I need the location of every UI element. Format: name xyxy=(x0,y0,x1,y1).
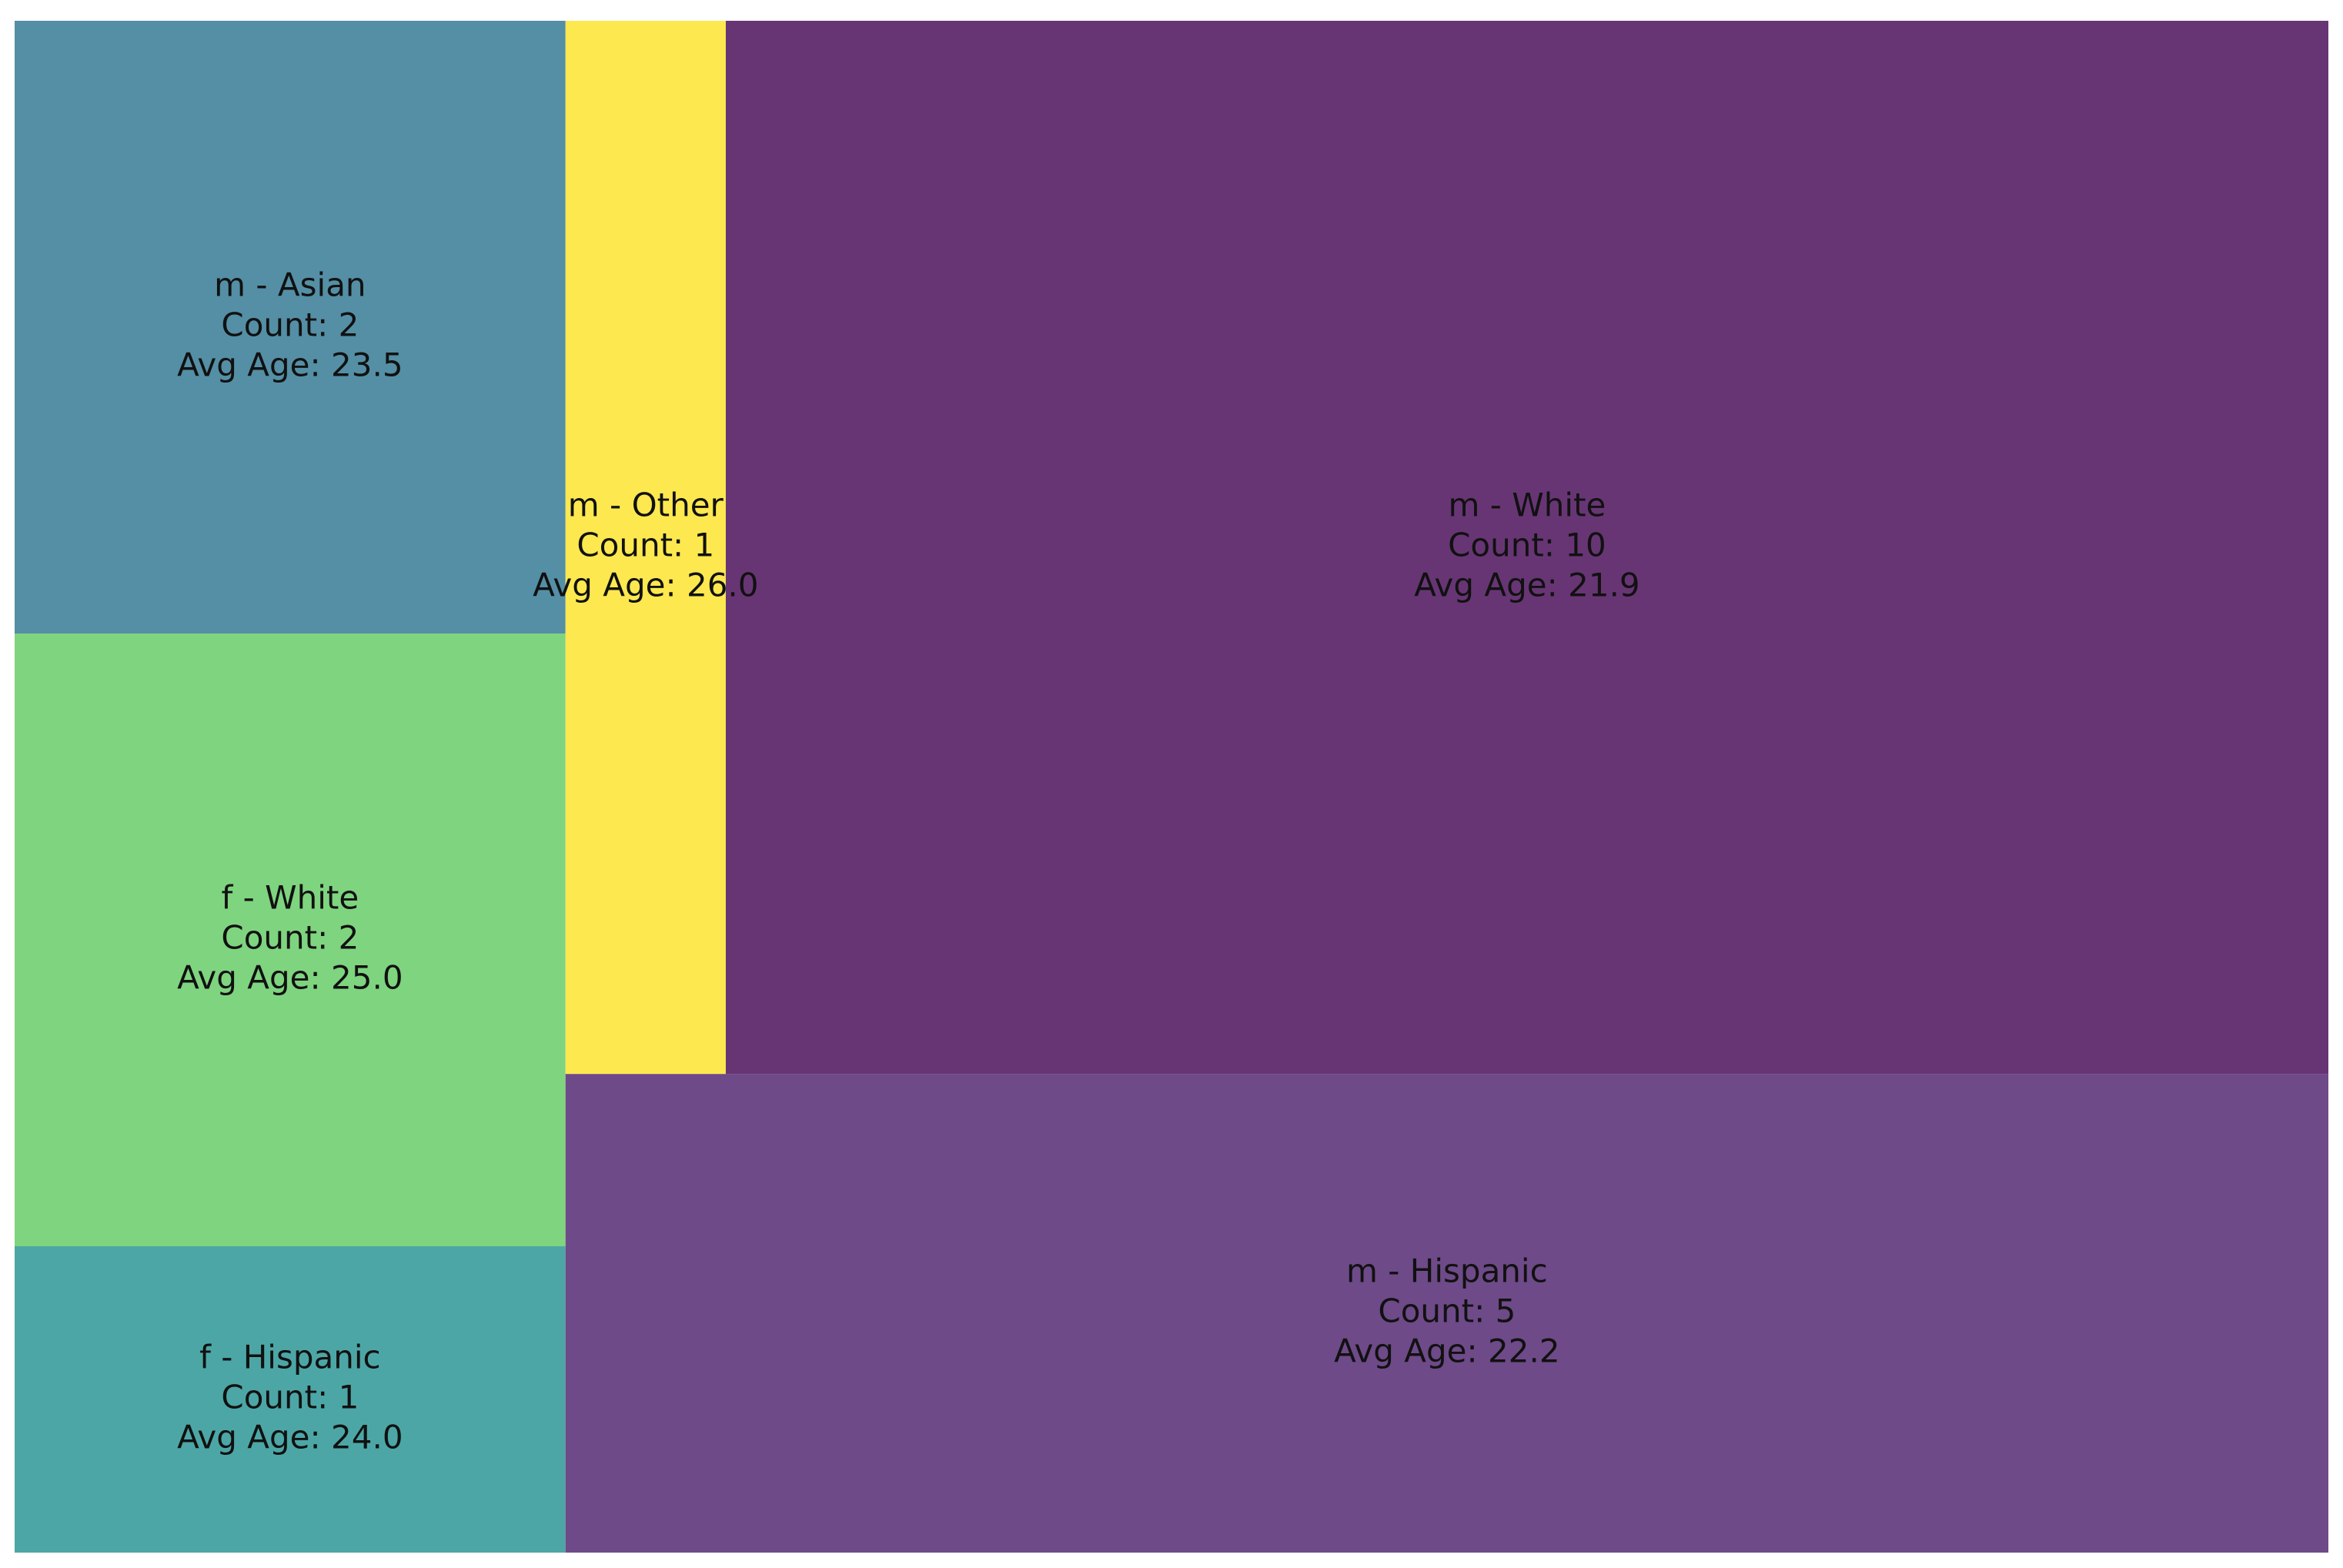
avg-age-label: Avg Age: 22.2 xyxy=(1334,1332,1559,1370)
tile-label: m - Asian xyxy=(214,266,366,304)
treemap-tile xyxy=(725,21,2328,1075)
count-label: Count: 10 xyxy=(1448,527,1606,564)
avg-age-label: Avg Age: 21.9 xyxy=(1414,567,1639,604)
count-label: Count: 5 xyxy=(1378,1292,1516,1330)
avg-age-label: Avg Age: 23.5 xyxy=(177,346,403,384)
count-label: Count: 2 xyxy=(221,919,359,957)
tile-label: m - Hispanic xyxy=(1346,1252,1548,1290)
avg-age-label: Avg Age: 25.0 xyxy=(177,959,403,997)
avg-age-label: Avg Age: 26.0 xyxy=(533,567,758,604)
count-label: Count: 1 xyxy=(221,1379,359,1416)
treemap-tile xyxy=(15,1246,566,1553)
tile-label: f - Hispanic xyxy=(199,1339,381,1376)
count-label: Count: 1 xyxy=(577,527,714,564)
treemap-tile xyxy=(15,21,566,634)
tile-label: m - Other xyxy=(568,486,724,524)
avg-age-label: Avg Age: 24.0 xyxy=(177,1419,403,1456)
treemap-tile xyxy=(15,634,566,1246)
tile-label: f - White xyxy=(221,879,359,917)
count-label: Count: 2 xyxy=(221,306,359,344)
treemap-tile xyxy=(565,1074,2328,1553)
treemap-tile xyxy=(565,21,726,1075)
tile-label: m - White xyxy=(1449,486,1606,524)
